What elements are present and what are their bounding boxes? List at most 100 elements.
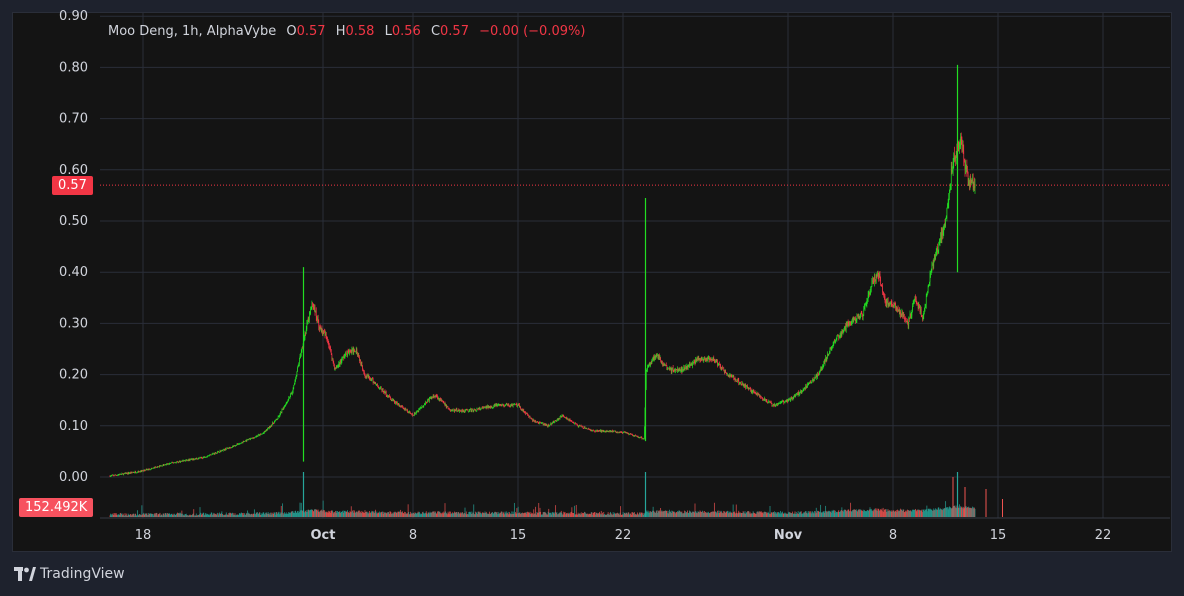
candle-body xyxy=(899,309,900,315)
candle-body xyxy=(438,398,440,399)
candle-body xyxy=(299,356,301,359)
candle-body xyxy=(965,165,966,170)
candle-body xyxy=(650,362,651,365)
candle-body xyxy=(696,358,698,361)
candle-body xyxy=(512,404,513,407)
candle-body xyxy=(538,422,540,424)
candle-body xyxy=(890,302,891,304)
candle-body xyxy=(767,401,769,403)
candle-body xyxy=(331,355,333,360)
candle-body xyxy=(351,348,353,353)
candle-body xyxy=(890,302,892,303)
candle-body xyxy=(398,404,400,406)
candle-body xyxy=(334,368,336,369)
candle-body xyxy=(582,426,584,429)
candle-body xyxy=(306,323,308,330)
candle-body xyxy=(338,363,340,366)
candle-body xyxy=(631,434,633,436)
candle-body xyxy=(182,460,184,462)
candle-body xyxy=(849,322,850,325)
candle-body xyxy=(150,468,152,470)
candle-body xyxy=(608,431,610,432)
candle-body xyxy=(264,431,265,433)
candle-body xyxy=(555,420,556,421)
candle-body xyxy=(811,380,813,383)
candle-body xyxy=(247,439,249,440)
candle-body xyxy=(820,368,822,370)
candle-body xyxy=(522,409,524,411)
candle-body xyxy=(389,396,391,398)
candle-body xyxy=(197,458,198,460)
candle-body xyxy=(152,467,154,469)
candle-body xyxy=(852,318,854,320)
candle-body xyxy=(263,432,265,434)
candle-body xyxy=(828,353,830,356)
candle-body xyxy=(407,411,409,413)
candle-body xyxy=(882,285,883,293)
candle-body xyxy=(759,395,761,397)
candle-body xyxy=(142,470,144,472)
candle-body xyxy=(461,409,463,412)
candle-body xyxy=(278,416,280,417)
candle-body xyxy=(648,365,650,367)
tradingview-brand[interactable]: TradingView xyxy=(14,566,125,582)
candle-body xyxy=(575,422,576,424)
y-tick-label: 0.60 xyxy=(59,163,88,178)
candle-body xyxy=(214,453,215,455)
candle-body xyxy=(894,302,895,307)
candle-body xyxy=(511,404,513,406)
candle-body xyxy=(180,461,181,463)
candle-body xyxy=(497,405,498,406)
candle-body xyxy=(444,402,446,406)
candle-body xyxy=(901,312,903,315)
candle-body xyxy=(319,326,320,329)
candle-body xyxy=(900,311,901,315)
candle-body xyxy=(930,272,931,274)
candle-body xyxy=(726,373,728,376)
candle-body xyxy=(384,391,385,393)
candle-body xyxy=(632,435,634,437)
candle-body xyxy=(557,418,559,420)
candle-body xyxy=(290,392,292,394)
candle-body xyxy=(422,406,424,407)
candle-body xyxy=(771,403,773,406)
candle-body xyxy=(202,457,204,459)
candle-body xyxy=(712,357,714,361)
candle-body xyxy=(280,412,282,414)
candle-body xyxy=(495,404,497,405)
candle-body xyxy=(884,296,886,302)
candle-body xyxy=(479,408,481,410)
chart-frame[interactable] xyxy=(12,12,1172,552)
candle-body xyxy=(820,368,821,370)
candle-body xyxy=(323,330,325,332)
candle-body xyxy=(741,384,743,385)
candle-body xyxy=(772,405,774,406)
candle-body xyxy=(655,355,657,356)
candle-body xyxy=(472,409,473,410)
candle-body xyxy=(508,404,510,407)
candle-body xyxy=(626,432,628,434)
candle-body xyxy=(483,407,485,409)
candle-body xyxy=(589,429,591,431)
x-tick-label: 18 xyxy=(135,528,152,543)
candle-body xyxy=(567,418,569,420)
candle-body xyxy=(387,395,388,397)
candle-body xyxy=(784,402,785,403)
candle-body xyxy=(627,432,628,434)
candle-body xyxy=(284,406,286,407)
candle-body xyxy=(272,422,274,424)
candle-body xyxy=(141,470,143,472)
candle-body xyxy=(880,284,882,286)
candle-body xyxy=(452,410,453,411)
candle-body xyxy=(110,475,111,477)
candle-body xyxy=(210,454,211,456)
candle-body xyxy=(214,452,216,455)
candle-body xyxy=(162,464,164,466)
candle-body xyxy=(785,400,787,402)
candle-body xyxy=(865,304,867,305)
candle-body xyxy=(759,395,760,396)
candle-body xyxy=(610,431,611,432)
candle-body xyxy=(614,430,616,432)
candle-body xyxy=(113,475,115,476)
